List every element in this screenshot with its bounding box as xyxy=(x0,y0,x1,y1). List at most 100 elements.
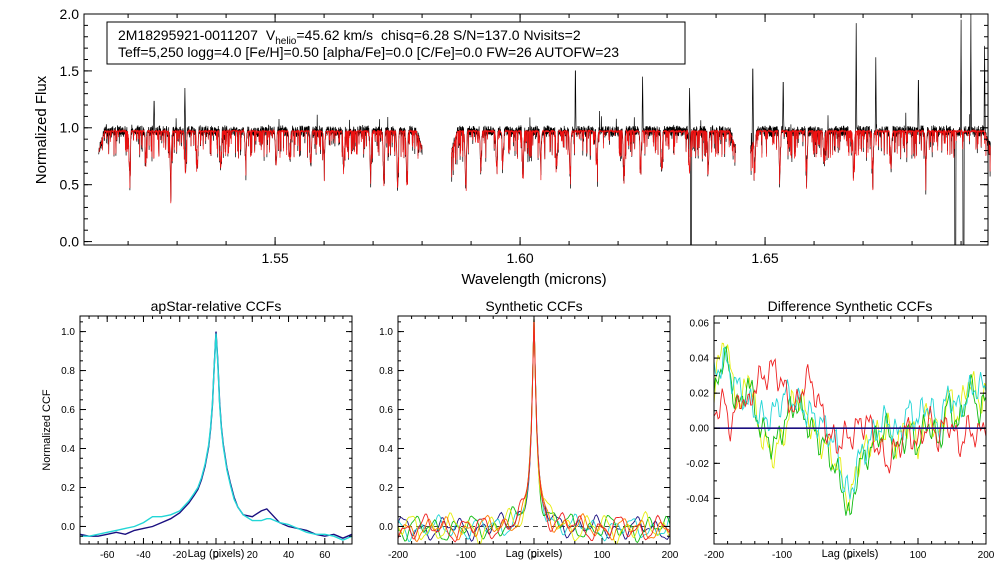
y-tick-label: 0.6 xyxy=(379,405,393,416)
x-tick-label: 40 xyxy=(283,550,295,561)
synthetic-ccf-ticks xyxy=(397,316,671,544)
vhelio-label: V xyxy=(266,27,276,43)
y-tick-label: 0.4 xyxy=(61,444,75,455)
synthetic-ccf-line-cyan xyxy=(397,315,671,543)
synthetic-ccf-line-green xyxy=(397,315,671,544)
y-tick-label: 1.0 xyxy=(61,327,75,338)
model-spectrum-line xyxy=(451,128,736,191)
x-tick-label: 100 xyxy=(594,550,611,561)
apstar-ccf-y-axis-label: Normalized CCF xyxy=(41,389,53,471)
apstar-ccf-traces xyxy=(79,331,353,541)
difference-ccf-line-green xyxy=(713,345,987,516)
synthetic-ccf-line-red xyxy=(397,315,671,543)
y-tick-label: 0.2 xyxy=(379,483,393,494)
difference-ccf-panel: Difference Synthetic CCFs -200 -100 0 100 20… xyxy=(686,298,995,561)
spectrum-plot-frame xyxy=(83,13,989,246)
stellar-parameters-box: 2M18295921-0011207 Vhelio=45.62 km/s chisq… xyxy=(106,21,686,65)
apstar-ccf-tick-labels: -60 -40 -20 0 20 40 60 0.0 0.2 0.4 0.6 0.8 1.0 xyxy=(61,327,331,561)
model-spectrum-line xyxy=(750,128,991,191)
stellar-parameters-frame xyxy=(106,21,686,65)
synthetic-ccf-line-orange xyxy=(397,315,671,543)
y-tick-label: 0.0 xyxy=(61,522,75,533)
apstar-ccf-line-1 xyxy=(79,331,353,539)
x-tick-label: -100 xyxy=(772,550,792,561)
synthetic-ccf-traces xyxy=(397,315,671,545)
y-tick-label: 0.4 xyxy=(379,444,393,455)
x-tick-label: -20 xyxy=(173,550,188,561)
x-tick-label: 100 xyxy=(910,550,927,561)
observed-spectrum-line xyxy=(451,70,737,246)
vhelio-subscript: helio xyxy=(275,36,297,47)
y-tick-label: 0.04 xyxy=(690,354,710,365)
difference-ccf-title: Difference Synthetic CCFs xyxy=(768,298,933,314)
synthetic-ccf-tick-labels: -200 -100 0 100 200 0.0 0.2 0.4 0.6 0.8 1.0 xyxy=(379,327,679,561)
synthetic-ccf-panel: Synthetic CCFs -200 -100 0 100 200 0.0 0.2 0.4 0… xyxy=(379,298,679,561)
info-line-1: 2M18295921-0011207 Vhelio=45.62 km/s chisq… xyxy=(118,27,581,47)
apstar-ccf-line-2 xyxy=(80,333,353,541)
spectrum-y-axis-label: Normalized Flux xyxy=(33,75,50,184)
x-tick-label: -60 xyxy=(100,550,115,561)
x-tick-label: 0 xyxy=(213,550,219,561)
apstar-ccf-title: apStar-relative CCFs xyxy=(151,298,282,314)
synthetic-ccf-frame xyxy=(397,315,671,545)
star-id: 2M18295921-0011207 xyxy=(118,27,258,43)
observed-spectrum-line xyxy=(98,87,423,202)
model-spectrum-line xyxy=(98,128,423,204)
apstar-ccf-x-axis-label: Lag (pixels) xyxy=(188,548,245,560)
y-tick-label: 0.8 xyxy=(61,366,75,377)
difference-ccf-line-yellow xyxy=(713,342,987,511)
x-tick-label: 200 xyxy=(978,550,995,561)
observed-spectrum-line xyxy=(750,13,991,246)
difference-ccf-line-cyan xyxy=(713,346,987,500)
y-tick-label: 0.00 xyxy=(690,424,710,435)
apstar-ccf-ticks xyxy=(79,316,353,544)
difference-ccf-tick-labels: -200 -100 0 100 200 -0.04 -0.02 0.00 0.02 0.04 0.0… xyxy=(686,319,995,561)
difference-ccf-x-axis-label: Lag (pixels) xyxy=(822,548,879,560)
y-tick-label: 1.0 xyxy=(379,327,393,338)
x-tick-label: 0 xyxy=(847,550,853,561)
x-tick-label: -40 xyxy=(136,550,151,561)
difference-ccf-line-red xyxy=(713,357,987,474)
spectrum-panel: 1.55 1.60 1.65 0.0 0.5 1.0 1.5 2.0 Wavelength (… xyxy=(33,6,991,288)
difference-ccf-ticks xyxy=(713,316,987,544)
difference-ccf-frame xyxy=(713,315,987,545)
y-tick-label: 0.5 xyxy=(60,177,80,193)
y-tick-label: 1.5 xyxy=(60,63,80,79)
difference-ccf-traces xyxy=(713,342,987,516)
y-tick-label: 0.2 xyxy=(61,483,75,494)
y-tick-label: 1.0 xyxy=(60,120,80,136)
y-tick-label: 0.6 xyxy=(61,405,75,416)
x-tick-label: 0 xyxy=(531,550,537,561)
y-tick-label: 0.02 xyxy=(690,389,710,400)
spectrum-tick-labels: 1.55 1.60 1.65 0.0 0.5 1.0 1.5 2.0 xyxy=(60,6,779,266)
x-tick-label: 60 xyxy=(319,550,331,561)
synthetic-ccf-title: Synthetic CCFs xyxy=(485,298,582,314)
spectrum-ticks xyxy=(84,13,988,245)
y-tick-label: 0.06 xyxy=(690,319,710,330)
x-tick-label: 1.60 xyxy=(506,250,533,266)
spectrum-x-axis-label: Wavelength (microns) xyxy=(461,271,606,288)
x-tick-label: 20 xyxy=(247,550,259,561)
x-tick-label: 1.65 xyxy=(751,250,778,266)
synthetic-ccf-line-navy xyxy=(397,315,671,542)
apstar-ccf-panel: apStar-relative CCFs -60 -40 -20 0 20 40 60 0.0… xyxy=(41,298,353,561)
x-tick-label: -100 xyxy=(456,550,476,561)
x-tick-label: -200 xyxy=(704,550,724,561)
x-tick-label: -200 xyxy=(388,550,408,561)
info-line-2: Teff=5,250 logg=4.0 [Fe/H]=0.50 [alpha/F… xyxy=(118,44,619,60)
spectrum-traces xyxy=(98,13,991,246)
apstar-ccf-frame xyxy=(79,315,353,545)
x-tick-label: 200 xyxy=(662,550,679,561)
y-tick-label: 0.0 xyxy=(379,522,393,533)
y-tick-label: 2.0 xyxy=(60,6,80,22)
y-tick-label: -0.02 xyxy=(686,459,709,470)
synthetic-ccf-line-yellow xyxy=(397,315,671,545)
y-tick-label: 0.8 xyxy=(379,366,393,377)
vhelio-value: =45.62 km/s xyxy=(296,27,373,43)
synthetic-ccf-x-axis-label: Lag (pixels) xyxy=(506,548,563,560)
y-tick-label: -0.04 xyxy=(686,494,709,505)
x-tick-label: 1.55 xyxy=(261,250,288,266)
fit-stats: chisq=6.28 S/N=137.0 Nvisits=2 xyxy=(381,27,581,43)
y-tick-label: 0.0 xyxy=(60,233,80,249)
